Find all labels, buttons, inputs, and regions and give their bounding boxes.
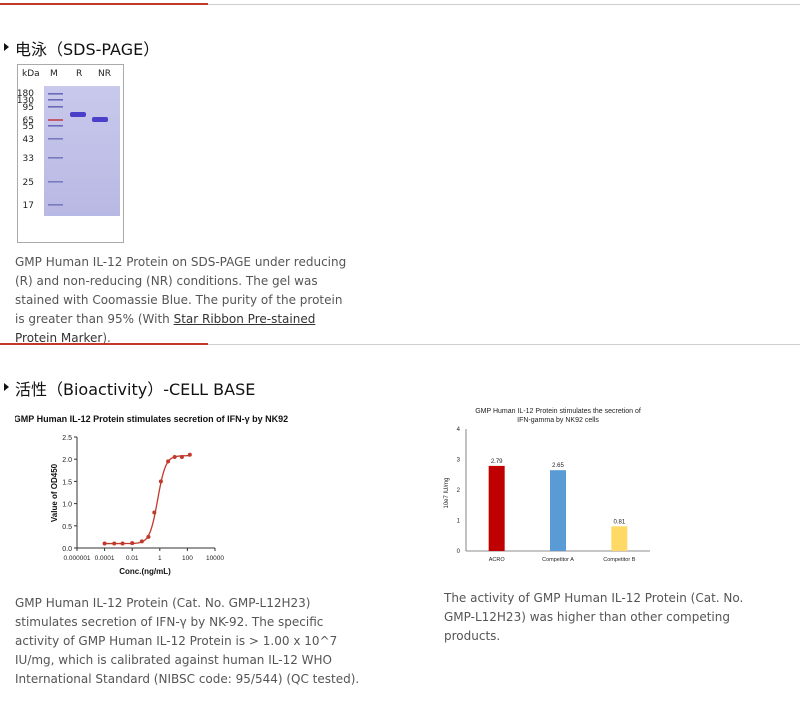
mw-55: 55 xyxy=(22,122,34,132)
bullet-icon xyxy=(4,382,9,391)
mw-33: 33 xyxy=(22,154,34,164)
ec50-x-tick-label: 1 xyxy=(158,555,162,562)
gel-header-kda: kDa xyxy=(22,69,40,79)
bar-category-label: Competitor A xyxy=(542,557,574,563)
bar-y-tick-label: 4 xyxy=(457,427,461,433)
ec50-y-tick-label: 1.5 xyxy=(62,479,72,486)
gel-image: kDa M R NR 180 130 95 65 55 43 33 25 17 xyxy=(17,64,124,243)
marker-band-33 xyxy=(48,157,63,159)
gel-header-m: M xyxy=(50,69,58,79)
ec50-x-tick-label: 0.000001 xyxy=(63,555,90,562)
marker-band-95 xyxy=(48,106,63,108)
ec50-axes xyxy=(76,437,215,549)
bullet-icon xyxy=(4,42,9,51)
ec50-data-point xyxy=(187,452,192,457)
ec50-data-point xyxy=(112,541,117,546)
sds-caption: GMP Human IL-12 Protein on SDS-PAGE unde… xyxy=(15,253,355,348)
marker-lane xyxy=(48,93,63,206)
star-ribbon-marker-link[interactable]: Star Ribbon Pre-stained Protein Marker xyxy=(15,312,316,345)
marker-band-65 xyxy=(48,119,63,121)
marker-band-25 xyxy=(48,181,63,183)
bar-series: 2.79 ACRO 2.65 Competitor A 0.81 Competitor B xyxy=(488,459,636,563)
ec50-data-point xyxy=(152,510,157,515)
mid-divider-accent xyxy=(0,343,208,345)
ec50-x-tick-label: 0.01 xyxy=(126,555,139,562)
ec50-data-point xyxy=(102,541,107,546)
ec50-y-tick-label: 0.5 xyxy=(62,524,72,531)
ec50-data-point xyxy=(166,459,171,464)
sds-section-title: 电泳（SDS-PAGE） xyxy=(4,36,159,60)
band-nr xyxy=(92,117,108,122)
gel-slab xyxy=(44,86,120,216)
ec50-points xyxy=(102,452,192,546)
bar-value-label: 0.81 xyxy=(613,519,625,525)
bar-value-label: 2.65 xyxy=(552,463,564,469)
bar-competitor-a xyxy=(550,470,566,551)
bar-y-label: 10e7 IU/mg xyxy=(444,477,450,508)
sds-caption-end: ). xyxy=(102,331,111,345)
ec50-chart-title: GMP Human IL-12 Protein stimulates secre… xyxy=(15,414,288,424)
bioactivity-caption-left: GMP Human IL-12 Protein (Cat. No. GMP-L1… xyxy=(15,596,360,686)
bioactivity-caption-right: The activity of GMP Human IL-12 Protein … xyxy=(444,591,744,643)
gel-header-nr: NR xyxy=(98,69,111,79)
bar-y-ticks: 0 1 2 3 4 xyxy=(457,427,461,555)
bar-y-tick-label: 1 xyxy=(457,519,461,525)
ec50-x-label: Conc.(ng/mL) xyxy=(119,567,171,576)
bioactivity-title-text: 活性（Bioactivity）-CELL BASE xyxy=(15,380,256,399)
bar-y-tick-label: 2 xyxy=(457,488,461,494)
marker-band-17 xyxy=(48,204,63,206)
mw-95: 95 xyxy=(22,103,34,113)
gel-lanes xyxy=(44,86,120,216)
mw-43: 43 xyxy=(22,135,34,145)
top-divider-accent xyxy=(0,3,208,5)
ec50-y-tick-label: 2.5 xyxy=(62,435,72,442)
ec50-chart: GMP Human IL-12 Protein stimulates secre… xyxy=(15,414,288,576)
ec50-y-ticks: 0.0 0.5 1.0 1.5 2.0 2.5 xyxy=(62,435,77,553)
ec50-y-tick-label: 1.0 xyxy=(62,502,72,509)
bar-category-label: Competitor B xyxy=(603,557,635,563)
marker-band-180 xyxy=(48,93,63,95)
ec50-fit-curve xyxy=(104,455,190,545)
ec50-data-point xyxy=(158,479,163,484)
mw-25: 25 xyxy=(22,178,34,188)
ec50-data-point xyxy=(130,541,135,546)
ec50-x-tick-label: 0.0001 xyxy=(95,555,115,562)
band-r xyxy=(70,112,86,117)
bar-value-label: 2.79 xyxy=(491,459,503,465)
mw-180: 180 xyxy=(16,89,34,99)
bioactivity-section-title: 活性（Bioactivity）-CELL BASE xyxy=(4,376,255,400)
mw-65: 65 xyxy=(22,116,34,126)
ec50-x-ticks: 0.000001 0.0001 0.01 1 100 10000 xyxy=(63,548,224,562)
marker-band-130 xyxy=(48,99,63,101)
ec50-data-point xyxy=(139,539,144,544)
bar-y-tick-label: 3 xyxy=(457,458,461,464)
sds-caption-text: GMP Human IL-12 Protein on SDS-PAGE unde… xyxy=(15,255,347,326)
comparison-bar-chart: GMP Human IL-12 Protein stimulates the s… xyxy=(444,408,650,563)
bar-chart-title-line2: IFN-gamma by NK92 cells xyxy=(517,417,599,424)
ec50-data-point xyxy=(179,454,184,459)
bar-category-label: ACRO xyxy=(489,557,506,563)
ec50-data-point xyxy=(146,534,151,539)
ec50-y-label: Value of OD450 xyxy=(50,463,59,522)
gel-header-r: R xyxy=(76,69,83,79)
bar-chart-title-line1: GMP Human IL-12 Protein stimulates the s… xyxy=(475,408,641,415)
mw-17: 17 xyxy=(22,201,34,211)
bar-y-tick-label: 0 xyxy=(457,549,461,555)
top-divider xyxy=(0,3,800,5)
ec50-y-tick-label: 0.0 xyxy=(62,546,72,553)
ec50-x-tick-label: 100 xyxy=(182,555,193,562)
mw-130: 130 xyxy=(16,96,34,106)
sds-title-text: 电泳（SDS-PAGE） xyxy=(15,40,160,59)
ec50-data-point xyxy=(120,541,125,546)
ec50-y-tick-label: 2.0 xyxy=(62,457,72,464)
ec50-x-tick-label: 10000 xyxy=(206,555,224,562)
bar-acro xyxy=(488,465,505,551)
bar-competitor-b xyxy=(611,526,628,551)
marker-band-55 xyxy=(48,125,63,127)
marker-band-43 xyxy=(48,138,63,140)
ec50-data-point xyxy=(172,454,177,459)
mid-divider xyxy=(0,343,800,345)
